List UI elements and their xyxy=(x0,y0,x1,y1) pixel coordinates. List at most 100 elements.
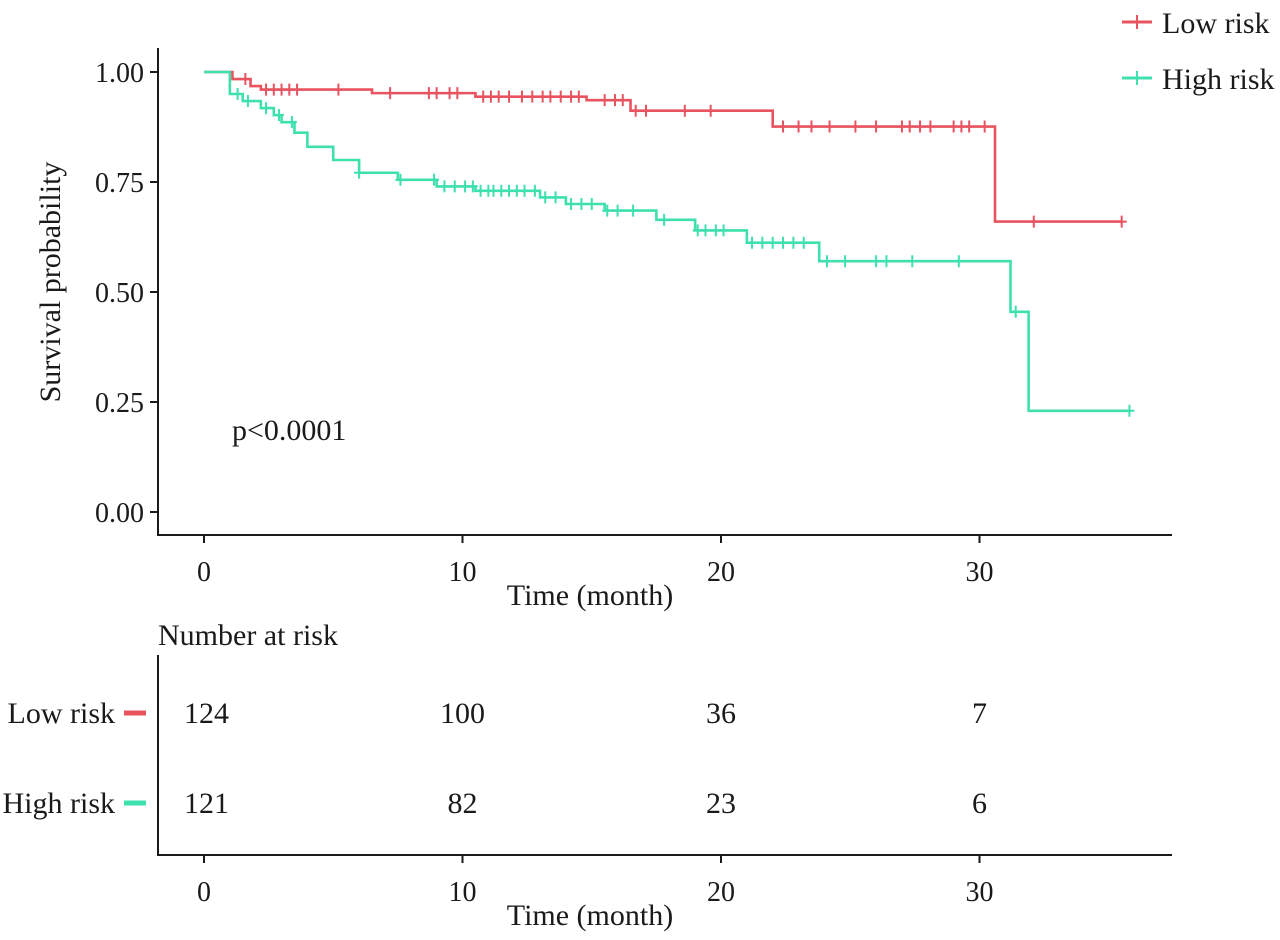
legend-label: Low risk xyxy=(1162,7,1270,40)
censor-mark xyxy=(798,236,809,249)
risk-count: 7 xyxy=(972,697,987,730)
censor-mark xyxy=(628,204,639,217)
censor-mark xyxy=(550,191,561,204)
censor-mark xyxy=(576,198,587,210)
x-tick-label: 30 xyxy=(966,557,994,588)
risk-count: 36 xyxy=(706,697,736,730)
censor-mark xyxy=(602,204,613,217)
risk-count: 124 xyxy=(184,697,229,730)
risk-table-x-axis-title: Time (month) xyxy=(507,899,673,932)
survival-curve xyxy=(204,70,1122,223)
censor-mark xyxy=(273,109,284,122)
censor-mark xyxy=(545,90,556,103)
censor-mark xyxy=(979,120,990,133)
censor-mark xyxy=(793,120,804,133)
risk-x-tick-label: 10 xyxy=(449,877,477,908)
censor-mark xyxy=(925,120,936,133)
censor-mark xyxy=(261,102,272,115)
censor-mark xyxy=(964,120,975,133)
censor-mark xyxy=(778,236,789,249)
censor-mark xyxy=(439,180,450,193)
censor-mark xyxy=(659,213,670,226)
y-axis-ticks: 0.00 0.25 0.50 0.75 1.00 xyxy=(95,58,158,529)
legend: Low risk High risk xyxy=(1122,7,1275,96)
censor-mark xyxy=(555,90,566,103)
survival-plot: 0.00 0.25 0.50 0.75 1.00 0 10 20 30 Survival pr… xyxy=(34,48,1172,612)
censor-mark xyxy=(700,224,711,237)
censor-mark xyxy=(429,173,440,186)
censor-mark xyxy=(953,255,964,268)
censor-mark xyxy=(850,120,861,133)
risk-x-tick-label: 0 xyxy=(197,877,211,908)
censor-mark xyxy=(1124,404,1135,417)
censor-mark xyxy=(757,236,768,249)
censor-mark xyxy=(871,255,882,268)
censor-mark xyxy=(617,94,628,107)
censor-mark xyxy=(641,104,652,117)
censor-mark xyxy=(292,83,303,96)
y-tick-label: 0.50 xyxy=(95,278,144,309)
risk-count: 23 xyxy=(706,787,736,820)
censor-mark xyxy=(1010,305,1021,318)
risk-table-title: Number at risk xyxy=(158,619,338,652)
censor-mark xyxy=(385,87,396,100)
risk-table-x-ticks: 0 10 20 30 xyxy=(197,855,994,908)
censor-mark xyxy=(821,255,832,268)
y-axis-title: Survival probability xyxy=(34,162,67,403)
censor-mark xyxy=(232,88,243,100)
censor-mark xyxy=(586,198,597,210)
y-tick-label: 0.75 xyxy=(95,168,144,199)
censor-mark xyxy=(540,191,551,204)
y-tick-label: 1.00 xyxy=(95,58,144,89)
censor-mark xyxy=(1028,215,1039,228)
risk-table-rows: Low risk 124 100 36 7 High risk 121 82 23 6 xyxy=(3,697,988,820)
survival-curve xyxy=(204,70,1130,413)
censor-mark xyxy=(871,120,882,133)
censor-mark xyxy=(881,255,892,268)
risk-row-label: High risk xyxy=(3,787,116,820)
censor-mark xyxy=(449,180,460,193)
censor-mark xyxy=(778,120,789,133)
censor-mark xyxy=(679,104,690,117)
censor-mark xyxy=(519,184,530,197)
censor-mark xyxy=(452,87,463,100)
survival-curves xyxy=(204,70,1135,417)
censor-mark xyxy=(1116,215,1127,228)
censor-mark xyxy=(612,204,623,217)
censor-mark xyxy=(907,255,918,268)
x-axis-ticks: 0 10 20 30 xyxy=(197,535,994,588)
censor-mark xyxy=(467,180,478,193)
x-axis-title: Time (month) xyxy=(507,579,673,612)
censor-mark xyxy=(242,95,253,108)
risk-count: 6 xyxy=(972,787,987,820)
censor-mark xyxy=(573,90,584,103)
censor-mark xyxy=(840,255,851,268)
censor-mark xyxy=(824,120,835,133)
risk-count: 100 xyxy=(440,697,485,730)
censor-mark xyxy=(395,173,406,186)
censor-mark xyxy=(354,166,365,179)
censor-mark xyxy=(806,120,817,133)
censor-mark xyxy=(529,184,540,197)
censor-mark xyxy=(493,90,504,103)
risk-table-axes xyxy=(157,655,1172,856)
censor-mark xyxy=(915,120,926,133)
censor-mark xyxy=(333,83,344,96)
censor-mark xyxy=(788,236,799,249)
risk-row-label: Low risk xyxy=(8,697,116,730)
legend-label: High risk xyxy=(1162,63,1275,96)
censor-mark xyxy=(599,94,610,107)
risk-x-tick-label: 30 xyxy=(966,877,994,908)
x-tick-label: 10 xyxy=(449,557,477,588)
censor-mark xyxy=(516,90,527,103)
risk-x-tick-label: 20 xyxy=(707,877,735,908)
censor-mark xyxy=(718,224,729,237)
risk-count: 121 xyxy=(184,787,229,820)
censor-mark xyxy=(747,236,758,249)
p-value-annotation: p<0.0001 xyxy=(232,414,346,447)
censor-mark xyxy=(240,73,251,86)
censor-mark xyxy=(904,120,915,133)
censor-mark xyxy=(286,116,297,129)
